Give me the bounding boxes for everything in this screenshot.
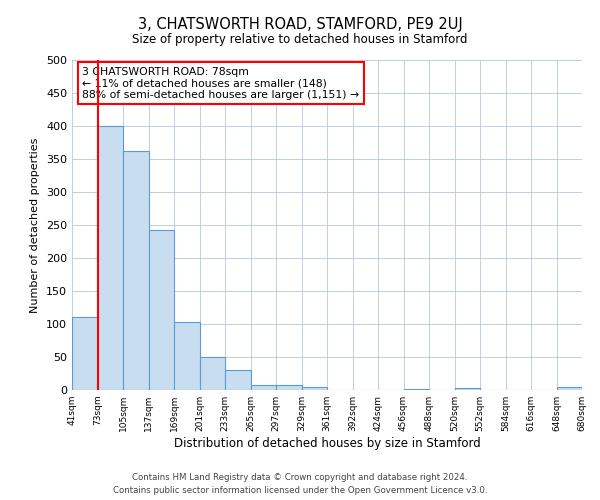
Text: Size of property relative to detached houses in Stamford: Size of property relative to detached ho… xyxy=(132,32,468,46)
Bar xyxy=(302,386,327,390)
Bar xyxy=(251,384,276,390)
Bar xyxy=(455,388,480,390)
Bar xyxy=(72,318,97,390)
Bar xyxy=(123,151,149,390)
Text: 3 CHATSWORTH ROAD: 78sqm
← 11% of detached houses are smaller (148)
88% of semi-: 3 CHATSWORTH ROAD: 78sqm ← 11% of detach… xyxy=(82,66,359,100)
Bar xyxy=(174,322,199,390)
X-axis label: Distribution of detached houses by size in Stamford: Distribution of detached houses by size … xyxy=(173,437,481,450)
Bar xyxy=(276,386,302,390)
Text: Contains HM Land Registry data © Crown copyright and database right 2024.: Contains HM Land Registry data © Crown c… xyxy=(132,472,468,482)
Bar xyxy=(225,370,251,390)
Text: 3, CHATSWORTH ROAD, STAMFORD, PE9 2UJ: 3, CHATSWORTH ROAD, STAMFORD, PE9 2UJ xyxy=(137,18,463,32)
Bar xyxy=(97,126,123,390)
Text: Contains public sector information licensed under the Open Government Licence v3: Contains public sector information licen… xyxy=(113,486,487,495)
Bar xyxy=(199,357,225,390)
Bar xyxy=(149,230,174,390)
Bar xyxy=(557,386,582,390)
Bar xyxy=(404,388,429,390)
Y-axis label: Number of detached properties: Number of detached properties xyxy=(31,138,40,312)
